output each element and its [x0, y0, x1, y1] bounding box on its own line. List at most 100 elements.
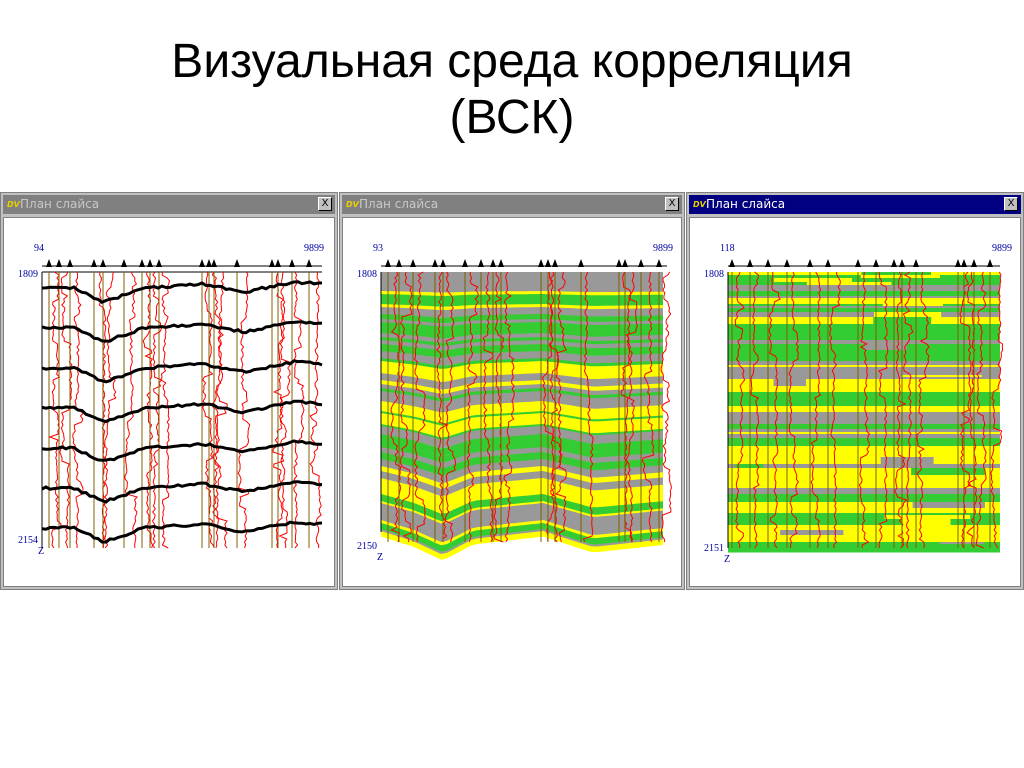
well-head-marker[interactable] [100, 259, 106, 267]
lithology-patch [757, 449, 788, 458]
well-head-marker[interactable] [275, 259, 281, 267]
slice-window-3[interactable]: DVПлан слайса X 118 9899 1808 2151 Z [686, 192, 1024, 590]
well-log-curve [975, 271, 987, 549]
slice-window-2[interactable]: DVПлан слайса X 93 9899 1808 2150 Z [339, 192, 685, 590]
lithology-patch [929, 434, 956, 439]
lithology-band [728, 449, 1000, 458]
window-2-plot-area[interactable]: 93 9899 1808 2150 Z [342, 217, 682, 587]
well-head-marker[interactable] [955, 259, 961, 267]
horizon-line [41, 480, 323, 504]
well-log-curve [390, 271, 402, 543]
well-head-marker[interactable] [913, 259, 919, 267]
window-2-close-button[interactable]: X [665, 197, 679, 211]
well-log-curve [810, 271, 822, 549]
well-head-marker[interactable] [147, 259, 153, 267]
lithology-band [381, 501, 663, 524]
window-2-x-start-label: 93 [373, 243, 383, 254]
lithology-band [381, 340, 663, 351]
well-head-marker[interactable] [825, 259, 831, 267]
lithology-band [728, 367, 1000, 376]
lithology-band [381, 322, 663, 332]
well-head-marker[interactable] [206, 259, 212, 267]
well-head-marker[interactable] [855, 259, 861, 267]
well-log-curve [151, 271, 163, 549]
well-head-marker[interactable] [289, 259, 295, 267]
well-head-marker[interactable] [656, 259, 662, 267]
well-head-marker[interactable] [211, 259, 217, 267]
well-head-marker[interactable] [622, 259, 628, 267]
well-head-marker[interactable] [121, 259, 127, 267]
window-1-titlebar[interactable]: DVПлан слайса X [3, 195, 335, 214]
slide-title-line-1: Визуальная среда корреляция [171, 35, 853, 88]
well-head-marker[interactable] [396, 259, 402, 267]
window-2-section-canvas [380, 259, 672, 560]
well-head-marker[interactable] [891, 259, 897, 267]
well-head-marker[interactable] [478, 259, 484, 267]
lithology-band [381, 452, 663, 471]
lithology-patch [930, 513, 980, 516]
well-head-marker[interactable] [765, 259, 771, 267]
well-head-marker[interactable] [440, 259, 446, 267]
well-log-curve [293, 271, 305, 549]
well-head-marker[interactable] [410, 259, 416, 267]
lithology-band [728, 464, 1000, 469]
well-head-marker[interactable] [67, 259, 73, 267]
well-head-marker[interactable] [578, 259, 584, 267]
well-log-curve [503, 271, 515, 543]
well-head-marker[interactable] [234, 259, 240, 267]
well-head-marker[interactable] [747, 259, 753, 267]
well-head-marker[interactable] [385, 259, 391, 267]
well-head-marker[interactable] [873, 259, 879, 267]
well-head-marker[interactable] [462, 259, 468, 267]
well-head-marker[interactable] [971, 259, 977, 267]
lithology-patch [735, 464, 764, 469]
well-log-curve [142, 271, 154, 549]
well-head-marker[interactable] [545, 259, 551, 267]
well-log-curve [414, 271, 426, 543]
well-head-marker[interactable] [269, 259, 275, 267]
well-head-marker[interactable] [987, 259, 993, 267]
lithology-band [381, 291, 663, 297]
window-3-titlebar[interactable]: DVПлан слайса X [689, 195, 1021, 214]
well-log-curve [482, 271, 494, 543]
well-log-curve [124, 271, 138, 549]
well-head-marker[interactable] [961, 259, 967, 267]
well-head-marker[interactable] [91, 259, 97, 267]
well-head-marker[interactable] [56, 259, 62, 267]
slice-window-1[interactable]: DVПлан слайса X 94 9899 1809 2154 Z [0, 192, 338, 590]
well-head-marker[interactable] [498, 259, 504, 267]
well-head-marker[interactable] [538, 259, 544, 267]
well-head-marker[interactable] [306, 259, 312, 267]
window-1-title: План слайса [20, 197, 100, 211]
well-head-marker[interactable] [807, 259, 813, 267]
well-log-curve [202, 271, 215, 549]
lithology-band [728, 332, 1000, 341]
lithology-band [381, 411, 663, 426]
well-log-curve [990, 271, 1004, 549]
window-1-close-button[interactable]: X [318, 197, 332, 211]
lithology-band [381, 503, 663, 530]
window-3-plot-area[interactable]: 118 9899 1808 2151 Z [689, 217, 1021, 587]
well-head-marker[interactable] [490, 259, 496, 267]
well-head-marker[interactable] [432, 259, 438, 267]
window-2-titlebar[interactable]: DVПлан слайса X [342, 195, 682, 214]
well-head-marker[interactable] [899, 259, 905, 267]
lithology-band [728, 379, 1000, 387]
lithology-band [381, 384, 663, 399]
well-head-marker[interactable] [199, 259, 205, 267]
well-head-marker[interactable] [156, 259, 162, 267]
lithology-patch [780, 530, 844, 536]
well-head-marker[interactable] [729, 259, 735, 267]
horizon-line [41, 439, 323, 462]
well-head-marker[interactable] [139, 259, 145, 267]
window-3-close-button[interactable]: X [1004, 197, 1018, 211]
well-head-marker[interactable] [638, 259, 644, 267]
well-head-marker[interactable] [616, 259, 622, 267]
well-head-marker[interactable] [552, 259, 558, 267]
well-head-marker[interactable] [46, 259, 52, 267]
lithology-band [381, 514, 663, 543]
well-head-marker[interactable] [784, 259, 790, 267]
lithology-patch [837, 291, 861, 297]
window-1-plot-area[interactable]: 94 9899 1809 2154 Z [3, 217, 335, 587]
well-log-curve [916, 271, 930, 549]
